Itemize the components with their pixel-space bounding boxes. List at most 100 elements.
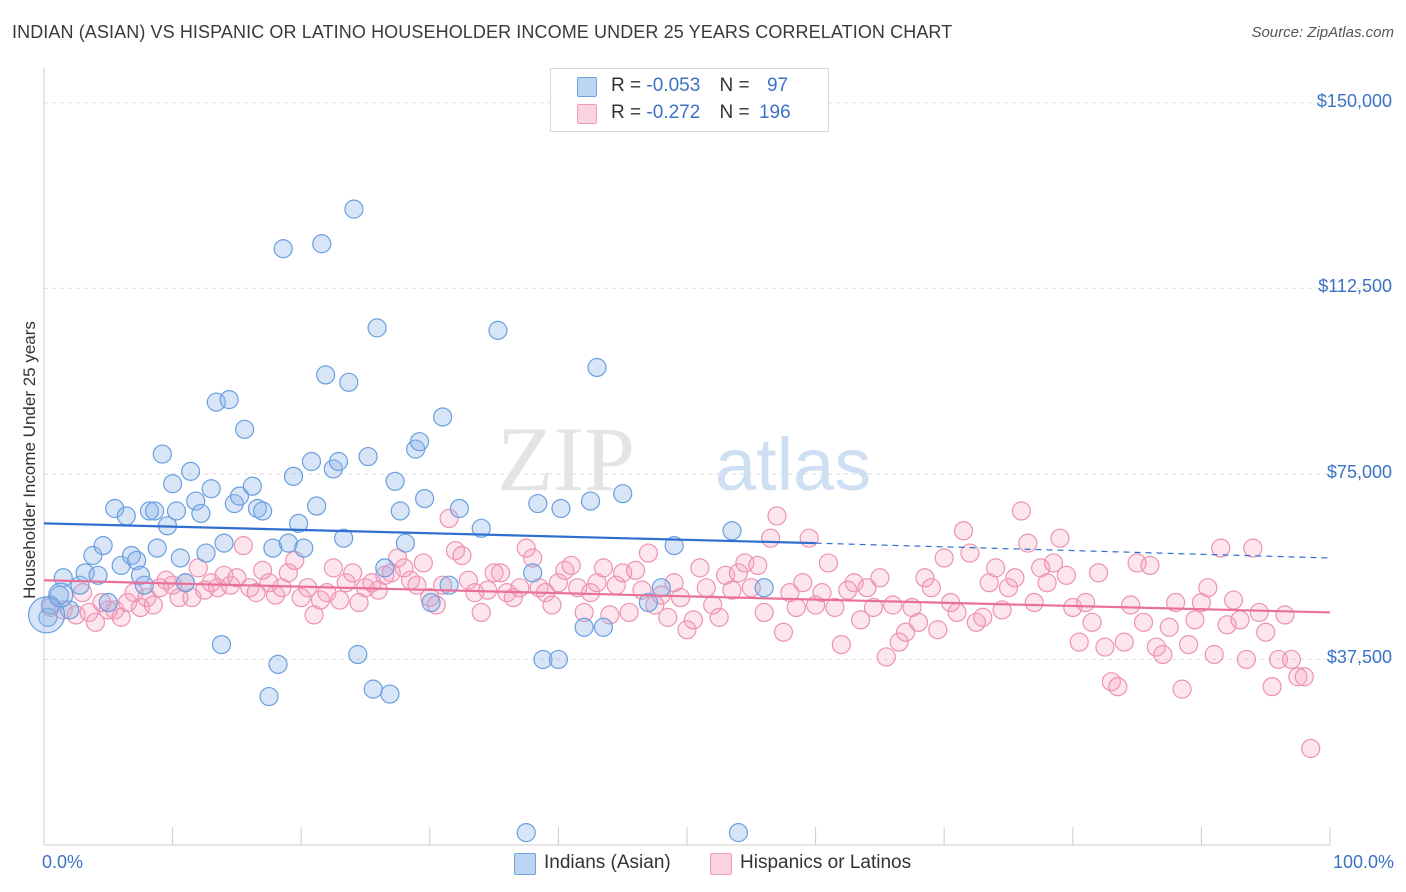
indian-point <box>307 496 327 516</box>
hispanic-point <box>844 573 864 593</box>
hispanic-point <box>973 607 993 627</box>
indian-point <box>328 451 349 472</box>
hispanic-point <box>960 543 980 563</box>
hispanic-point <box>259 573 279 593</box>
indian-point <box>163 474 183 494</box>
indian-point <box>130 565 151 585</box>
indian-point <box>488 320 508 340</box>
hispanic-point <box>831 634 851 655</box>
indian-point <box>651 578 671 598</box>
hispanic-point <box>728 563 749 583</box>
hispanic-point <box>1140 555 1160 576</box>
hispanic-point <box>388 548 408 568</box>
indian-trend-extension <box>815 542 1331 559</box>
legend-r-label: R = <box>611 102 642 123</box>
indian-point <box>334 528 354 548</box>
hispanic-point <box>1037 573 1057 593</box>
hispanic-point <box>857 578 877 598</box>
hispanic-point <box>1288 667 1308 687</box>
indian-point <box>409 432 430 452</box>
hispanic-point <box>490 563 511 583</box>
hispanic-point <box>709 607 729 627</box>
indian-point <box>363 679 383 699</box>
hispanic-point <box>658 607 678 627</box>
hispanic-point <box>1217 615 1237 635</box>
hispanic-point <box>510 578 530 598</box>
indian-point <box>415 489 435 509</box>
hispanic-point <box>1153 644 1173 665</box>
x-tick-label-min: 0.0% <box>42 852 84 872</box>
hispanic-point <box>1230 610 1250 630</box>
hispanic-point <box>413 553 433 573</box>
indian-point <box>367 318 387 338</box>
hispanic-point <box>748 555 768 576</box>
indian-point <box>449 498 469 519</box>
hispanic-point <box>677 620 697 640</box>
hispanic-point <box>838 580 858 600</box>
hispanic-point <box>1050 528 1070 548</box>
hispanic-point <box>1256 622 1276 642</box>
hispanic-point <box>1211 538 1231 558</box>
hispanic-point <box>908 612 929 632</box>
hispanic-point <box>670 587 691 608</box>
indian-point <box>139 501 160 521</box>
hispanic-point <box>561 555 581 576</box>
hispanic-point <box>851 610 871 630</box>
indian-point <box>533 649 553 670</box>
hispanic-point <box>246 583 266 603</box>
indian-point <box>339 372 359 392</box>
trend-lines <box>43 522 1331 614</box>
indian-point <box>83 545 103 566</box>
y-tick-label: $150,000 <box>1316 90 1392 111</box>
legend-n-label: N = <box>719 102 750 123</box>
hispanic-point <box>722 580 742 600</box>
hispanic-point <box>79 602 99 623</box>
hispanic-point <box>600 605 620 625</box>
indian-point <box>358 446 378 467</box>
indian-point <box>528 493 548 514</box>
indian-point <box>196 543 216 563</box>
hispanic-point <box>619 602 639 623</box>
series-indians-points <box>27 199 774 843</box>
indian-point <box>395 533 415 553</box>
indian-point <box>98 592 118 613</box>
hispanic-point <box>1018 533 1038 553</box>
hispanic-point <box>323 558 343 578</box>
hispanic-point <box>439 508 459 529</box>
indian-point <box>263 538 283 558</box>
indian-point <box>242 476 262 496</box>
hispanic-point <box>928 620 948 640</box>
hispanic-point <box>1223 590 1244 610</box>
indian-point <box>111 555 131 576</box>
indian-point <box>219 390 239 410</box>
indian-point <box>105 498 125 519</box>
hispanic-point <box>516 538 536 558</box>
source-label: Source: ZipAtlas.com <box>1251 24 1394 41</box>
hispanic-point <box>1294 667 1314 687</box>
indian-point <box>247 498 268 519</box>
hispanic-point <box>896 622 916 642</box>
hispanic-point <box>330 590 350 610</box>
hispanic-point <box>291 587 311 608</box>
hispanic-point <box>188 558 208 578</box>
hispanic-point <box>1262 677 1282 697</box>
hispanic-point <box>1159 617 1179 637</box>
indian-point <box>152 444 172 464</box>
indian-point <box>385 471 405 491</box>
indian-point <box>60 600 80 620</box>
hispanic-point <box>1172 679 1192 699</box>
indian-point <box>268 654 288 674</box>
indian-point <box>523 563 543 583</box>
hispanic-point <box>233 536 253 556</box>
y-tick-label: $112,500 <box>1318 276 1392 297</box>
hispanic-point <box>754 602 774 623</box>
hispanic-point <box>947 602 967 623</box>
watermark: ZIP atlas <box>497 408 871 510</box>
hispanic-point <box>548 573 569 593</box>
indian-point <box>348 644 368 665</box>
hispanic-point <box>1249 602 1269 623</box>
indian-point <box>316 365 336 385</box>
hispanic-point <box>825 597 845 618</box>
indian-point <box>273 239 293 259</box>
hispanic-point <box>1063 597 1083 618</box>
